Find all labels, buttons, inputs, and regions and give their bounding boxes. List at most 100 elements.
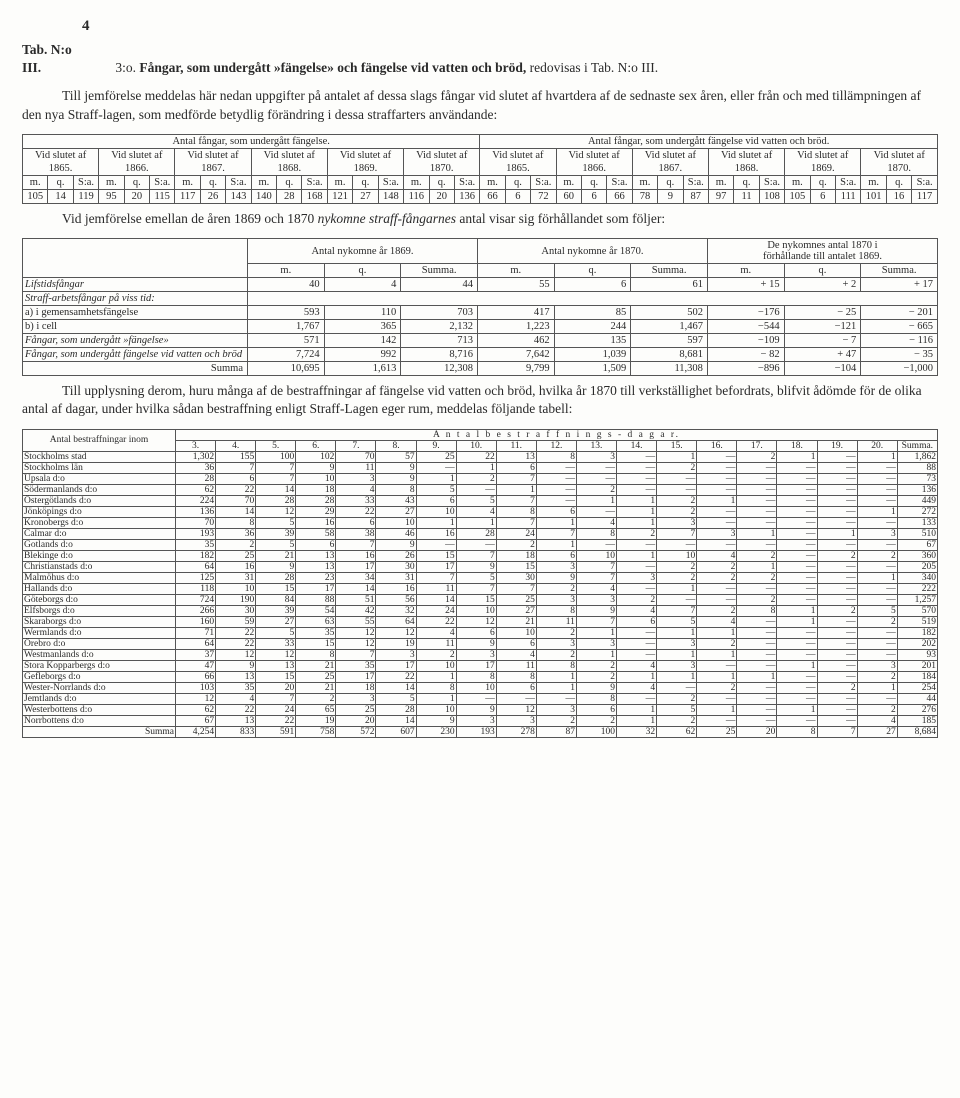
t3-cell: 10: [456, 605, 496, 616]
t1-yearhead-cell: Vid slutet af: [632, 148, 708, 162]
t3-cell: 2: [737, 550, 777, 561]
t3-cell: 10: [416, 704, 456, 715]
t3-cell: —: [857, 484, 897, 495]
t3-cell: 125: [176, 572, 216, 583]
t3-cell: 22: [416, 616, 456, 627]
t3-cell: 18: [296, 484, 336, 495]
t3-cell: 9: [416, 715, 456, 726]
t3-cell: —: [657, 539, 697, 550]
t3-cell: —: [817, 649, 857, 660]
t3-cell: 17: [336, 671, 376, 682]
t3-cell: —: [817, 693, 857, 704]
t3-cell: 6: [456, 627, 496, 638]
t3-cell: 5: [657, 616, 697, 627]
t2-row-label: Lifstidsfångar: [23, 278, 248, 292]
t3-cell: 21: [256, 550, 296, 561]
t3-cell: 29: [296, 506, 336, 517]
t3-cell: 11: [416, 583, 456, 594]
t3-cell: 449: [897, 495, 937, 506]
t3-sum-cell: 8: [777, 726, 817, 737]
t3-cell: 20: [256, 682, 296, 693]
t3-cell: 65: [296, 704, 336, 715]
t3-cell: 7: [536, 528, 576, 539]
t1-cell: 20: [124, 189, 149, 203]
t1-subcol: m.: [327, 175, 352, 189]
t3-cell: 2: [296, 693, 336, 704]
para-2: Till upplysning derom, huru många af de …: [22, 382, 938, 418]
t3-row: Östergötlands d:o2247028283343657—1121——…: [23, 495, 938, 506]
t3-sum-cell: 25: [697, 726, 737, 737]
t3-cell: 9: [456, 561, 496, 572]
t1-subcol: S:a.: [759, 175, 784, 189]
t3-cell: 12: [456, 616, 496, 627]
t3-cell: 5: [456, 572, 496, 583]
t3-cell: 31: [216, 572, 256, 583]
t3-col: 5.: [256, 440, 296, 451]
t3-cell: —: [697, 517, 737, 528]
t1-subcol: q.: [505, 175, 530, 189]
t3-cell: 10: [216, 583, 256, 594]
t3-cell: —: [777, 462, 817, 473]
t3-cell: —: [857, 561, 897, 572]
t3-cell: 13: [296, 561, 336, 572]
t3-cell: —: [737, 682, 777, 693]
t3-cell: 4: [576, 517, 616, 528]
t2-col: m.: [477, 264, 554, 278]
t3-cell: —: [737, 693, 777, 704]
t3-cell: 3: [657, 638, 697, 649]
mid-pre: Vid jemförelse emellan de åren 1869 och …: [62, 211, 318, 226]
t2-cell: 365: [324, 320, 401, 334]
t3-cell: —: [737, 484, 777, 495]
t3-row-label: Stockholms stad: [23, 451, 176, 462]
t1-year-cell: 1868.: [251, 162, 327, 176]
t3-cell: 27: [496, 605, 536, 616]
t3-cell: 2: [657, 572, 697, 583]
t3-cell: 6: [536, 506, 576, 517]
t3-cell: 1: [737, 671, 777, 682]
t1-subcol: q.: [886, 175, 911, 189]
t2-cell: 40: [248, 278, 325, 292]
t3-cell: 102: [296, 451, 336, 462]
t3-cell: —: [496, 693, 536, 704]
t3-cell: 4: [617, 605, 657, 616]
t3-cell: —: [737, 462, 777, 473]
t1-subcol: m.: [404, 175, 429, 189]
t3-row-label: Södermanlands d:o: [23, 484, 176, 495]
t3-cell: —: [737, 660, 777, 671]
t3-cell: —: [817, 704, 857, 715]
t2-cell: 7,642: [477, 348, 554, 362]
t3-cell: 7: [576, 572, 616, 583]
t3-cell: —: [657, 473, 697, 484]
t3-cell: 35: [176, 539, 216, 550]
t3-col: 12.: [536, 440, 576, 451]
t3-cell: 8: [536, 605, 576, 616]
t3-cell: 9: [576, 682, 616, 693]
t2-sum-cell: 10,695: [248, 362, 325, 376]
t3-cell: 3: [536, 561, 576, 572]
t3-cell: —: [657, 682, 697, 693]
t3-cell: 51: [336, 594, 376, 605]
t3-cell: 64: [376, 616, 416, 627]
t2-cell: −121: [784, 320, 861, 334]
t2-col: m.: [248, 264, 325, 278]
t3-cell: 222: [897, 583, 937, 594]
t3-cell: —: [857, 583, 897, 594]
t3-cell: 4: [416, 627, 456, 638]
t3-cell: 7: [496, 473, 536, 484]
t3-cell: —: [857, 638, 897, 649]
t3-cell: 22: [336, 506, 376, 517]
t3-cell: 276: [897, 704, 937, 715]
t3-row-label: Wermlands d:o: [23, 627, 176, 638]
t3-cell: 28: [176, 473, 216, 484]
t3-cell: 1: [536, 517, 576, 528]
t3-cell: 2: [536, 583, 576, 594]
t3-cell: 1: [576, 649, 616, 660]
t3-cell: 18: [496, 550, 536, 561]
t3-cell: 11: [416, 638, 456, 649]
t3-cell: 30: [376, 561, 416, 572]
t3-cell: —: [456, 484, 496, 495]
t2-cell: 142: [324, 334, 401, 348]
t3-row-label: Elfsborgs d:o: [23, 605, 176, 616]
t3-cell: 12: [496, 704, 536, 715]
t3-cell: 25: [296, 671, 336, 682]
